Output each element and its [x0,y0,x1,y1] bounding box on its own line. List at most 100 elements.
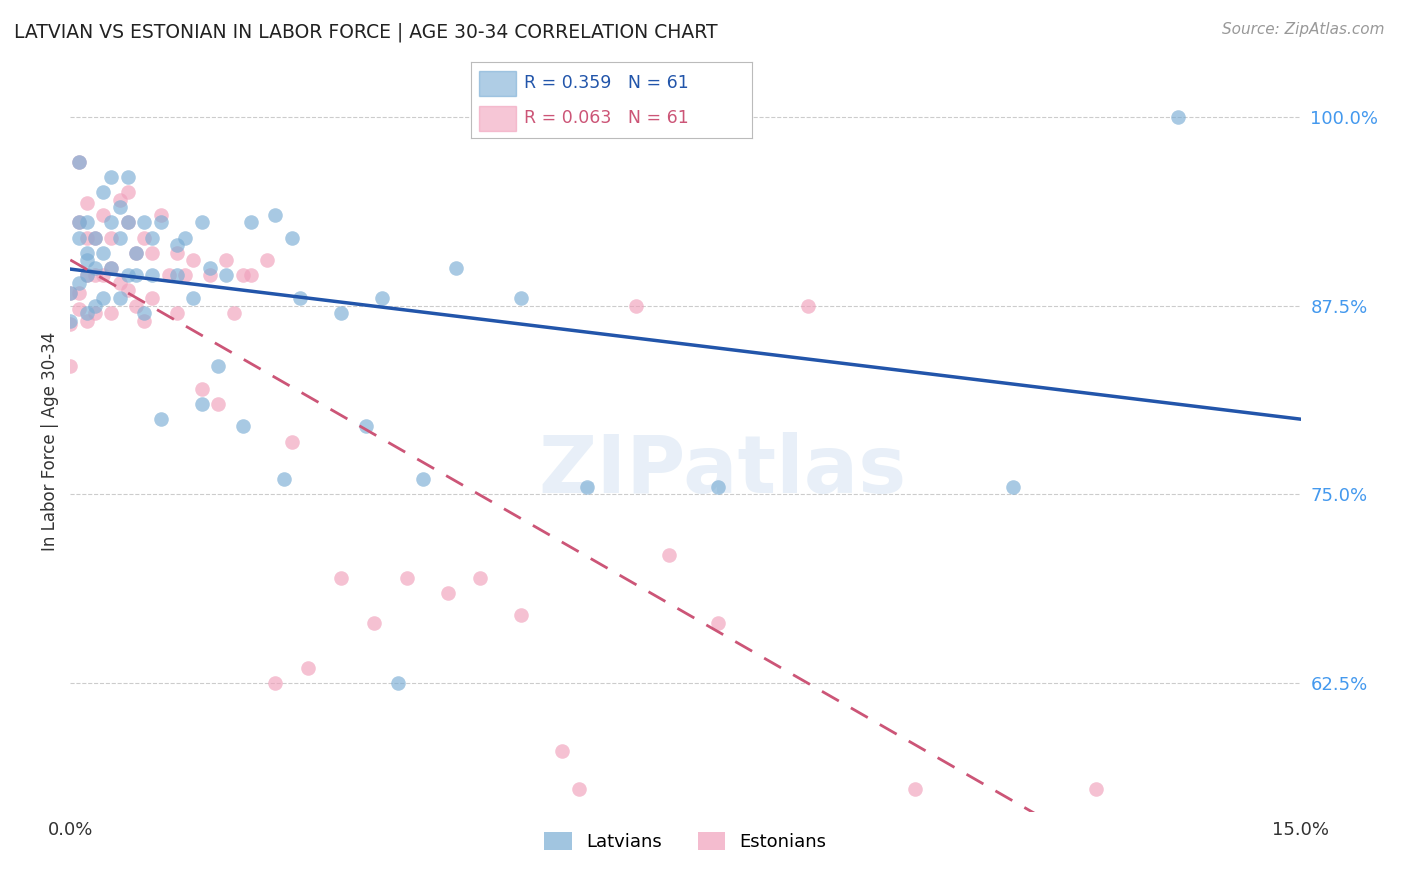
Point [166,238,188,252]
Point [108,230,131,244]
Point [132,230,156,244]
Point [198,260,221,275]
Point [510,608,533,623]
Point [108,200,131,214]
Point [231,419,254,434]
Y-axis label: In Labor Force | Age 30-34: In Labor Force | Age 30-34 [41,332,59,551]
Point [76,268,98,283]
Point [84,306,107,320]
Point [125,299,148,313]
Point [281,434,304,449]
Point [207,397,229,411]
Point [568,782,591,797]
Point [125,268,148,283]
Point [281,230,304,244]
Point [264,676,287,690]
Point [256,253,278,268]
Point [395,570,418,584]
Point [198,268,221,283]
Point [149,215,172,229]
Point [183,291,205,305]
Point [67,155,90,169]
Point [91,208,114,222]
Point [59,359,82,373]
Point [108,291,131,305]
Point [444,260,467,275]
Point [84,299,107,313]
Text: ZIPatlas: ZIPatlas [538,432,907,510]
Point [84,268,107,283]
Point [239,215,262,229]
Point [91,186,114,200]
Point [117,170,139,185]
Point [117,215,139,229]
Point [59,286,82,301]
Point [117,268,139,283]
Point [67,301,90,316]
Point [166,245,188,260]
Point [67,215,90,229]
Point [117,215,139,229]
Point [67,230,90,244]
Point [141,245,163,260]
Text: Source: ZipAtlas.com: Source: ZipAtlas.com [1222,22,1385,37]
Point [132,306,156,320]
Point [76,245,98,260]
Point [157,268,180,283]
Point [76,306,98,320]
Point [470,570,492,584]
Point [76,253,98,268]
Point [76,230,98,244]
Point [363,615,385,630]
Text: R = 0.063   N = 61: R = 0.063 N = 61 [524,109,689,127]
Point [91,268,114,283]
Point [707,615,730,630]
Point [183,253,205,268]
Point [576,480,599,494]
Point [330,570,353,584]
Point [67,276,90,290]
Point [149,412,172,426]
Point [174,268,197,283]
Point [132,215,156,229]
Point [231,268,254,283]
Point [108,193,131,207]
Point [76,215,98,229]
Point [190,215,212,229]
Point [371,291,394,305]
Point [100,215,122,229]
Legend: Latvians, Estonians: Latvians, Estonians [537,824,834,858]
Point [1084,782,1107,797]
Point [100,306,122,320]
Point [125,245,148,260]
Point [100,260,122,275]
Point [67,286,90,301]
Point [297,661,319,675]
Point [59,313,82,327]
Point [91,291,114,305]
Point [91,245,114,260]
Point [273,472,295,486]
Point [141,230,163,244]
Point [797,299,820,313]
Bar [479,105,516,130]
Point [100,230,122,244]
Point [190,382,212,396]
Point [387,676,409,690]
Point [76,268,98,283]
Point [330,306,353,320]
Point [100,260,122,275]
Point [1167,110,1189,124]
Point [149,208,172,222]
Point [264,208,287,222]
Point [76,195,98,210]
Point [1002,480,1025,494]
Point [67,155,90,169]
Text: LATVIAN VS ESTONIAN IN LABOR FORCE | AGE 30-34 CORRELATION CHART: LATVIAN VS ESTONIAN IN LABOR FORCE | AGE… [14,22,717,42]
Point [224,306,246,320]
Point [59,317,82,331]
Point [436,585,458,599]
Point [76,313,98,327]
Point [100,170,122,185]
Point [626,299,648,313]
